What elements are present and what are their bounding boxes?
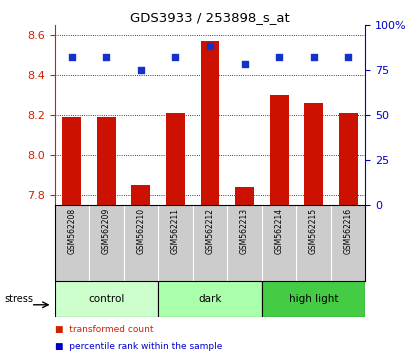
Point xyxy=(103,55,110,60)
Text: ■  transformed count: ■ transformed count xyxy=(55,325,153,334)
Text: GDS3933 / 253898_s_at: GDS3933 / 253898_s_at xyxy=(130,11,290,24)
Bar xyxy=(55,281,158,317)
Bar xyxy=(131,185,150,205)
Point xyxy=(310,55,317,60)
Bar xyxy=(200,41,220,205)
Bar xyxy=(63,117,81,205)
Bar xyxy=(339,113,357,205)
Text: GSM562215: GSM562215 xyxy=(309,207,318,254)
Text: GSM562210: GSM562210 xyxy=(136,207,145,254)
Text: control: control xyxy=(88,294,125,304)
Bar xyxy=(97,117,116,205)
Point xyxy=(68,55,75,60)
Point xyxy=(172,55,179,60)
Bar xyxy=(304,103,323,205)
Text: GSM562211: GSM562211 xyxy=(171,207,180,253)
Text: GSM562213: GSM562213 xyxy=(240,207,249,254)
Text: stress: stress xyxy=(4,294,33,304)
Bar xyxy=(262,281,365,317)
Text: GSM562209: GSM562209 xyxy=(102,207,111,254)
Bar xyxy=(166,113,185,205)
Text: GSM562214: GSM562214 xyxy=(275,207,284,254)
Bar xyxy=(235,187,254,205)
Point xyxy=(138,67,144,73)
Point xyxy=(241,62,248,67)
Text: GSM562216: GSM562216 xyxy=(344,207,353,254)
Text: high light: high light xyxy=(289,294,339,304)
Text: dark: dark xyxy=(198,294,222,304)
Text: GSM562208: GSM562208 xyxy=(67,207,76,254)
Text: ■  percentile rank within the sample: ■ percentile rank within the sample xyxy=(55,342,222,351)
Bar xyxy=(158,281,262,317)
Point xyxy=(276,55,282,60)
Point xyxy=(345,55,352,60)
Bar xyxy=(270,95,289,205)
Point xyxy=(207,44,213,49)
Text: GSM562212: GSM562212 xyxy=(205,207,215,253)
